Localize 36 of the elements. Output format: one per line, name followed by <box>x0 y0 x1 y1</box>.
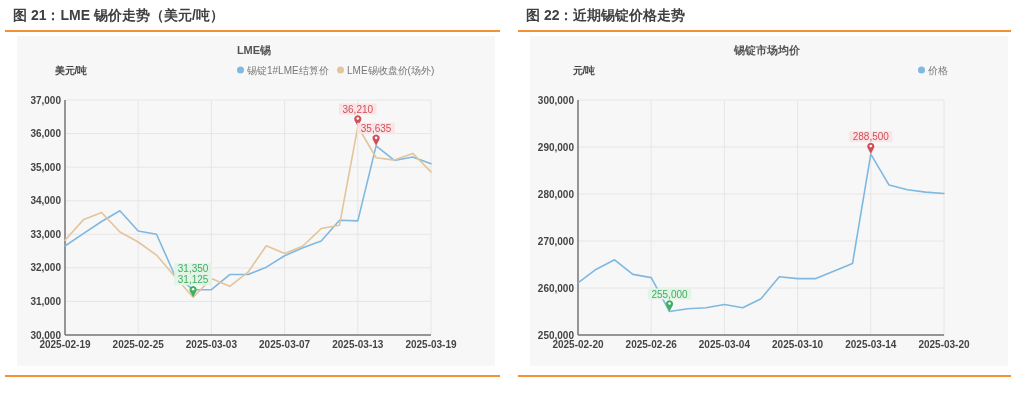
x-tick-label: 2025-03-07 <box>259 339 311 350</box>
y-tick-label: 32,000 <box>30 262 62 274</box>
x-tick-label: 2025-03-10 <box>772 339 824 350</box>
y-tick-label: 290,000 <box>537 141 575 153</box>
x-tick-label: 2025-03-03 <box>185 339 238 350</box>
chart-title: 图 22：近期锡锭价格走势 <box>526 7 686 23</box>
y-tick-label: 35,000 <box>30 161 62 173</box>
y-tick-label: 280,000 <box>537 188 575 200</box>
data-label: 255,000 <box>651 288 689 300</box>
legend-label: LME锡收盘价(场外) <box>347 64 435 76</box>
x-tick-label: 2025-02-19 <box>39 339 92 350</box>
y-tick-label: 34,000 <box>30 195 62 207</box>
y-tick-label: 33,000 <box>30 228 62 240</box>
x-tick-label: 2025-02-26 <box>625 339 678 350</box>
x-tick-label: 2025-02-25 <box>112 339 165 350</box>
x-tick-label: 2025-03-14 <box>845 339 897 350</box>
y-tick-label: 270,000 <box>537 235 575 247</box>
y-tick-label: 300,000 <box>537 94 575 106</box>
chart-subtitle: 锡锭市场均价 <box>733 44 801 56</box>
chart-title: 图 21：LME 锡价走势（美元/吨） <box>13 7 224 23</box>
chart-subtitle: LME锡 <box>236 44 272 56</box>
x-tick-label: 2025-02-20 <box>552 339 605 350</box>
y-tick-label: 30,000 <box>30 329 62 341</box>
y-axis-title: 元/吨 <box>571 65 596 76</box>
y-tick-label: 37,000 <box>30 94 62 106</box>
y-tick-label: 260,000 <box>537 282 575 294</box>
x-tick-label: 2025-03-20 <box>918 339 971 350</box>
legend-label: 价格 <box>927 64 948 76</box>
legend-label: 锡锭1#LME结算价 <box>246 64 329 76</box>
y-tick-label: 250,000 <box>537 329 575 341</box>
y-tick-label: 31,000 <box>30 295 62 307</box>
x-tick-label: 2025-03-13 <box>332 339 384 350</box>
y-tick-label: 36,000 <box>30 128 62 140</box>
x-tick-label: 2025-03-04 <box>698 339 751 350</box>
x-tick-label: 2025-03-19 <box>405 339 458 350</box>
y-axis-title: 美元/吨 <box>53 65 88 76</box>
